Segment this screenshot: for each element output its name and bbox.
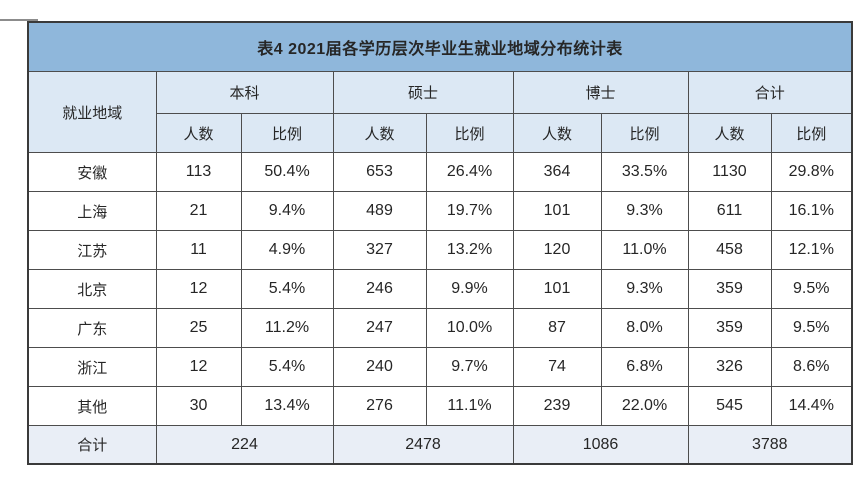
value-cell: 6.8% bbox=[600, 347, 689, 387]
value-cell: 12.1% bbox=[770, 230, 853, 270]
table-title: 表4 2021届各学历层次毕业生就业地域分布统计表 bbox=[27, 21, 853, 72]
value-cell: 545 bbox=[687, 386, 772, 426]
value-cell: 9.3% bbox=[600, 269, 689, 309]
value-cell: 359 bbox=[687, 269, 772, 309]
value-cell: 21 bbox=[155, 191, 242, 231]
value-cell: 25 bbox=[155, 308, 242, 348]
region-cell: 浙江 bbox=[27, 347, 157, 387]
footer-total-master: 2478 bbox=[332, 425, 514, 465]
value-cell: 9.5% bbox=[770, 308, 853, 348]
totals-row: 合计 224 2478 1086 3788 bbox=[27, 425, 853, 465]
value-cell: 364 bbox=[512, 152, 602, 192]
value-cell: 11.1% bbox=[425, 386, 514, 426]
value-cell: 247 bbox=[332, 308, 427, 348]
column-header-doctor-count: 人数 bbox=[512, 113, 602, 153]
title-row: 表4 2021届各学历层次毕业生就业地域分布统计表 bbox=[27, 21, 853, 72]
table-header: 表4 2021届各学历层次毕业生就业地域分布统计表 就业地域 本科 硕士 博士 … bbox=[27, 21, 853, 153]
value-cell: 13.4% bbox=[240, 386, 334, 426]
value-cell: 8.6% bbox=[770, 347, 853, 387]
region-cell: 江苏 bbox=[27, 230, 157, 270]
value-cell: 326 bbox=[687, 347, 772, 387]
column-header-region: 就业地域 bbox=[27, 71, 157, 153]
value-cell: 50.4% bbox=[240, 152, 334, 192]
column-header-bachelor-count: 人数 bbox=[155, 113, 242, 153]
value-cell: 489 bbox=[332, 191, 427, 231]
value-cell: 8.0% bbox=[600, 308, 689, 348]
region-cell: 上海 bbox=[27, 191, 157, 231]
column-header-master-ratio: 比例 bbox=[425, 113, 514, 153]
value-cell: 10.0% bbox=[425, 308, 514, 348]
value-cell: 74 bbox=[512, 347, 602, 387]
table-row: 江苏 11 4.9% 327 13.2% 120 11.0% 458 12.1% bbox=[27, 230, 853, 270]
value-cell: 239 bbox=[512, 386, 602, 426]
value-cell: 14.4% bbox=[770, 386, 853, 426]
value-cell: 240 bbox=[332, 347, 427, 387]
footer-total-overall: 3788 bbox=[687, 425, 853, 465]
value-cell: 13.2% bbox=[425, 230, 514, 270]
table-row: 其他 30 13.4% 276 11.1% 239 22.0% 545 14.4… bbox=[27, 386, 853, 426]
footer-total-bachelor: 224 bbox=[155, 425, 334, 465]
employment-region-table: 表4 2021届各学历层次毕业生就业地域分布统计表 就业地域 本科 硕士 博士 … bbox=[27, 21, 853, 465]
value-cell: 30 bbox=[155, 386, 242, 426]
table-row: 上海 21 9.4% 489 19.7% 101 9.3% 611 16.1% bbox=[27, 191, 853, 231]
value-cell: 11 bbox=[155, 230, 242, 270]
value-cell: 12 bbox=[155, 347, 242, 387]
column-group-bachelor: 本科 bbox=[155, 71, 334, 114]
value-cell: 611 bbox=[687, 191, 772, 231]
value-cell: 22.0% bbox=[600, 386, 689, 426]
value-cell: 9.9% bbox=[425, 269, 514, 309]
group-header-row: 就业地域 本科 硕士 博士 合计 bbox=[27, 71, 853, 153]
value-cell: 9.5% bbox=[770, 269, 853, 309]
column-header-master-count: 人数 bbox=[332, 113, 427, 153]
footer-label: 合计 bbox=[27, 425, 157, 465]
value-cell: 9.4% bbox=[240, 191, 334, 231]
footer-total-doctor: 1086 bbox=[512, 425, 689, 465]
value-cell: 327 bbox=[332, 230, 427, 270]
value-cell: 11.2% bbox=[240, 308, 334, 348]
column-group-total: 合计 bbox=[687, 71, 853, 114]
column-header-doctor-ratio: 比例 bbox=[600, 113, 689, 153]
sub-header-row: 人数 比例 人数 比例 人数 比例 人数 比例 bbox=[28, 113, 853, 153]
table-row: 广东 25 11.2% 247 10.0% 87 8.0% 359 9.5% bbox=[27, 308, 853, 348]
column-group-doctor: 博士 bbox=[512, 71, 689, 114]
value-cell: 26.4% bbox=[425, 152, 514, 192]
region-cell: 北京 bbox=[27, 269, 157, 309]
value-cell: 87 bbox=[512, 308, 602, 348]
crop-artifact-line bbox=[0, 19, 38, 21]
table-body: 安徽 113 50.4% 653 26.4% 364 33.5% 1130 29… bbox=[27, 152, 853, 426]
value-cell: 458 bbox=[687, 230, 772, 270]
region-cell: 其他 bbox=[27, 386, 157, 426]
value-cell: 4.9% bbox=[240, 230, 334, 270]
value-cell: 12 bbox=[155, 269, 242, 309]
value-cell: 33.5% bbox=[600, 152, 689, 192]
column-group-master: 硕士 bbox=[332, 71, 514, 114]
value-cell: 101 bbox=[512, 191, 602, 231]
value-cell: 1130 bbox=[687, 152, 772, 192]
table-row: 北京 12 5.4% 246 9.9% 101 9.3% 359 9.5% bbox=[27, 269, 853, 309]
column-header-total-count: 人数 bbox=[687, 113, 772, 153]
region-cell: 广东 bbox=[27, 308, 157, 348]
value-cell: 11.0% bbox=[600, 230, 689, 270]
value-cell: 101 bbox=[512, 269, 602, 309]
value-cell: 246 bbox=[332, 269, 427, 309]
table-footer: 合计 224 2478 1086 3788 bbox=[27, 425, 853, 465]
value-cell: 5.4% bbox=[240, 347, 334, 387]
value-cell: 29.8% bbox=[770, 152, 853, 192]
value-cell: 16.1% bbox=[770, 191, 853, 231]
value-cell: 9.3% bbox=[600, 191, 689, 231]
region-cell: 安徽 bbox=[27, 152, 157, 192]
value-cell: 120 bbox=[512, 230, 602, 270]
column-header-bachelor-ratio: 比例 bbox=[240, 113, 334, 153]
value-cell: 5.4% bbox=[240, 269, 334, 309]
table-row: 浙江 12 5.4% 240 9.7% 74 6.8% 326 8.6% bbox=[27, 347, 853, 387]
value-cell: 359 bbox=[687, 308, 772, 348]
value-cell: 9.7% bbox=[425, 347, 514, 387]
value-cell: 276 bbox=[332, 386, 427, 426]
column-header-total-ratio: 比例 bbox=[770, 113, 853, 153]
table-row: 安徽 113 50.4% 653 26.4% 364 33.5% 1130 29… bbox=[27, 152, 853, 192]
value-cell: 653 bbox=[332, 152, 427, 192]
value-cell: 113 bbox=[155, 152, 242, 192]
value-cell: 19.7% bbox=[425, 191, 514, 231]
